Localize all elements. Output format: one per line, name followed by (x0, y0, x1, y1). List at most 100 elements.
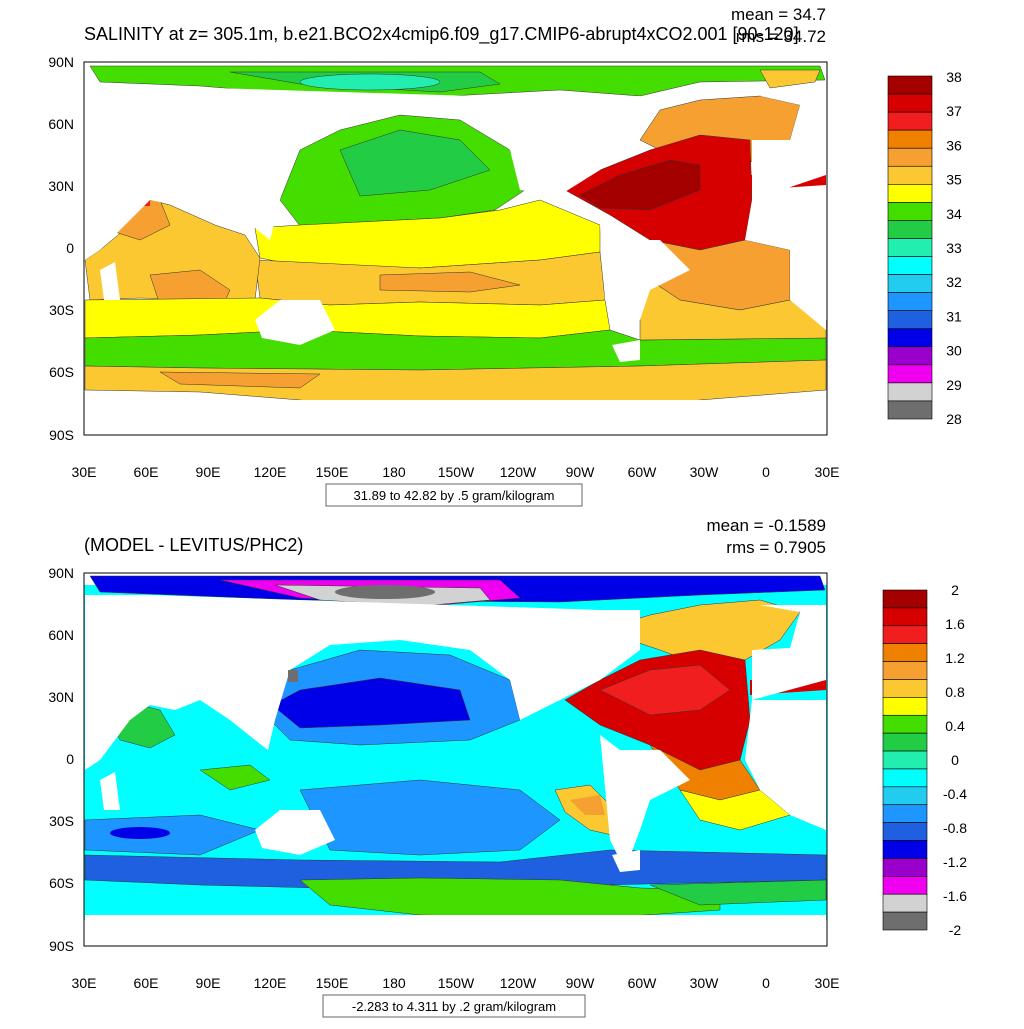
lon-axis: 30E 60E 90E 120E 150E 180 150W 120W 90W … (72, 975, 840, 991)
colorbar-box (887, 75, 933, 95)
colorbar-label: 28 (946, 411, 962, 427)
colorbar-box (887, 93, 933, 113)
colorbar-box (887, 292, 933, 311)
lon-tick: 150W (438, 975, 475, 991)
lat-tick: 30S (49, 302, 74, 318)
lon-tick: 60E (134, 464, 159, 480)
lat-tick: 90S (49, 427, 74, 443)
colorbar-label: 37 (946, 103, 962, 119)
colorbar-box (887, 165, 933, 185)
colorbar-box (887, 274, 933, 293)
colorbar-box (882, 732, 928, 752)
colorbar-box (887, 364, 933, 384)
colorbar-box (887, 238, 933, 257)
lon-tick: 120W (500, 975, 537, 991)
colorbar-box (882, 804, 928, 823)
lat-tick: 30N (48, 689, 74, 705)
mean-label: mean = -0.1589 (706, 516, 826, 535)
lon-tick: 30W (690, 975, 720, 991)
lat-tick: 0 (66, 240, 74, 256)
lon-tick: 30E (72, 464, 97, 480)
colorbar-label: 31 (946, 308, 962, 324)
lon-axis: 30E 60E 90E 120E 150E 180 150W 120W 90W … (72, 464, 840, 480)
colorbar-box (882, 893, 928, 913)
colorbar-box (887, 382, 933, 402)
colorbar-label: 0.8 (945, 684, 965, 700)
colorbar-box (882, 768, 928, 788)
colorbar-box (882, 643, 928, 662)
lat-tick: 30S (49, 813, 74, 829)
colorbar-label: -1.6 (943, 888, 967, 904)
colorbar-label: 33 (946, 240, 962, 256)
colorbar-box (887, 256, 933, 275)
colorbar-label: 30 (946, 343, 962, 359)
colorbar-label: 38 (946, 69, 962, 85)
colorbar-box (887, 202, 933, 221)
lat-tick: 90N (48, 54, 74, 70)
colorbar-box (887, 220, 933, 239)
lon-tick: 90E (196, 464, 221, 480)
colorbar-box (882, 840, 928, 859)
lon-tick: 30E (815, 975, 840, 991)
lat-tick: 60S (49, 875, 74, 891)
colorbar-label: 1.2 (945, 650, 965, 666)
contour-info: -2.283 to 4.311 by .2 gram/kilogram (352, 999, 556, 1014)
colorbar-box (887, 346, 933, 366)
lon-tick: 30E (72, 975, 97, 991)
map-frame (83, 572, 828, 947)
salinity-map (84, 65, 827, 435)
lon-tick: 60W (628, 464, 658, 480)
rms-label: rms = 34.72 (736, 27, 826, 46)
colorbar-box (882, 661, 928, 680)
lat-axis: 90N 60N 30N 0 30S 60S 90S (48, 54, 74, 443)
colorbar-label: 35 (946, 172, 962, 188)
colorbar-label: -0.4 (943, 786, 967, 802)
colorbar-box (882, 625, 928, 644)
colorbar-box (887, 111, 933, 131)
lon-tick: 0 (762, 464, 770, 480)
colorbar-box (882, 786, 928, 806)
panel-title: SALINITY at z= 305.1m, b.e21.BCO2x4cmip6… (84, 24, 799, 45)
lon-tick: 150E (316, 975, 349, 991)
lat-tick: 0 (66, 751, 74, 767)
lon-tick: 150E (316, 464, 349, 480)
lon-tick: 0 (762, 975, 770, 991)
lon-tick: 60W (628, 975, 658, 991)
colorbar-label: 32 (946, 274, 962, 290)
lon-tick: 120E (254, 975, 287, 991)
lat-tick: 60N (48, 627, 74, 643)
lat-tick: 60N (48, 116, 74, 132)
colorbar-box (887, 328, 933, 348)
colorbar-label: -2 (949, 922, 962, 938)
contour-info-box (325, 483, 583, 507)
panel-salinity: SALINITY at z= 305.1m, b.e21.BCO2x4cmip6… (48, 5, 962, 507)
colorbar-label: 29 (946, 377, 962, 393)
rms-label: rms = 0.7905 (726, 538, 826, 557)
colorbar-box (887, 147, 933, 167)
contour-info-box (322, 994, 586, 1018)
lon-tick: 30E (815, 464, 840, 480)
lat-axis: 90N 60N 30N 0 30S 60S 90S (48, 565, 74, 954)
lat-tick: 90S (49, 938, 74, 954)
lat-tick: 90N (48, 565, 74, 581)
panel-title: (MODEL - LEVITUS/PHC2) (84, 535, 303, 555)
contour-info: 31.89 to 42.82 by .5 gram/kilogram (354, 488, 555, 503)
panel-difference: (MODEL - LEVITUS/PHC2) mean = -0.1589 rm… (48, 516, 967, 1018)
colorbar-box (882, 750, 928, 770)
lat-tick: 30N (48, 178, 74, 194)
colorbar-box (882, 911, 928, 931)
lon-tick: 180 (382, 975, 406, 991)
lon-tick: 90E (196, 975, 221, 991)
lon-tick: 90W (566, 975, 596, 991)
colorbar-label: 36 (946, 137, 962, 153)
colorbar-label: -0.8 (943, 820, 967, 836)
colorbar: 38 37 36 35 34 33 32 31 30 29 28 (887, 69, 962, 427)
colorbar-label: 0 (951, 752, 959, 768)
lon-tick: 30W (690, 464, 720, 480)
colorbar-box (887, 400, 933, 420)
colorbar-box (882, 697, 928, 716)
colorbar-box (887, 184, 933, 203)
colorbar-label: -1.2 (943, 854, 967, 870)
lat-tick: 60S (49, 364, 74, 380)
